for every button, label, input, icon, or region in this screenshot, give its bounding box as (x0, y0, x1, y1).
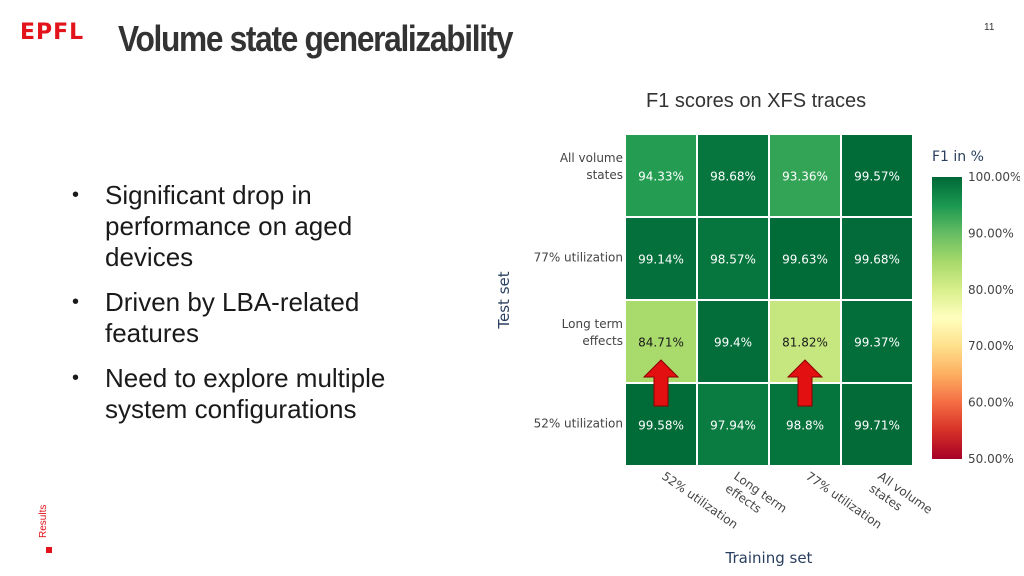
x-tick-label: 77% utilization (803, 469, 884, 532)
y-tick-label: Long term effects (562, 317, 623, 348)
cell-value-label: 81.82% (782, 336, 828, 350)
colorbar-tick-label: 50.00% (968, 452, 1014, 466)
epfl-logo: EPFL (20, 20, 85, 45)
y-axis-title: Test set (495, 271, 513, 329)
chart-title: F1 scores on XFS traces (646, 90, 867, 112)
annotation-arrow-up (786, 359, 824, 407)
colorbar (932, 177, 962, 459)
colorbar-tick-label: 90.00% (968, 226, 1014, 240)
heatmap-cell (770, 135, 840, 216)
cell-value-label: 99.58% (638, 419, 684, 433)
cell-value-label: 99.37% (854, 336, 900, 350)
bullet-item: Need to explore multiple system configur… (72, 363, 432, 425)
heatmap-cell (626, 135, 696, 216)
colorbar-tick-label: 80.00% (968, 283, 1014, 297)
heatmap-cell (698, 218, 768, 299)
page-number: 11 (984, 22, 995, 33)
bullet-item: Significant drop in performance on aged … (72, 180, 432, 273)
cell-value-label: 99.57% (854, 170, 900, 184)
cell-value-label: 99.4% (714, 336, 752, 350)
heatmap-cell (698, 384, 768, 465)
cell-value-label: 98.8% (786, 419, 824, 433)
section-label: Results (38, 504, 49, 538)
heatmap-chart: 94.33% 98.68% 93.36% 99.57% 99.14% 98.57% 99.6… (495, 134, 1020, 567)
cell-value-label: 99.71% (854, 419, 900, 433)
y-tick-label: 52% utilization (534, 417, 623, 431)
annotation-arrow-up (642, 359, 680, 407)
cell-value-label: 94.33% (638, 170, 684, 184)
cell-value-label: 99.68% (854, 253, 900, 267)
cell-value-label: 93.36% (782, 170, 828, 184)
slide-title: Volume state generalizability (118, 18, 514, 59)
heatmap-cell (626, 218, 696, 299)
colorbar-tick-label: 100.00% (968, 170, 1020, 184)
x-axis-title: Training set (725, 549, 813, 567)
section-marker (46, 547, 52, 553)
cell-value-label: 99.14% (638, 253, 684, 267)
bullet-item: Driven by LBA-related features (72, 287, 432, 349)
cell-value-label: 97.94% (710, 419, 756, 433)
colorbar-title: F1 in % (932, 149, 984, 165)
heatmap-cell (770, 218, 840, 299)
heatmap-cell (842, 384, 912, 465)
colorbar-tick-label: 60.00% (968, 396, 1014, 410)
heatmap-cell (698, 301, 768, 382)
heatmap-cell (842, 135, 912, 216)
colorbar-tick-label: 70.00% (968, 339, 1014, 353)
heatmap-cell (842, 218, 912, 299)
y-tick-label: All volume states (560, 151, 623, 182)
heatmap-cell (842, 301, 912, 382)
y-tick-label: 77% utilization (534, 251, 623, 265)
cell-value-label: 98.57% (710, 253, 756, 267)
cell-value-label: 84.71% (638, 336, 684, 350)
bullet-list: Significant drop in performance on aged … (72, 180, 432, 439)
cell-value-label: 98.68% (710, 170, 756, 184)
cell-value-label: 99.63% (782, 253, 828, 267)
heatmap-cell (698, 135, 768, 216)
x-tick-label: 52% utilization (659, 469, 740, 532)
